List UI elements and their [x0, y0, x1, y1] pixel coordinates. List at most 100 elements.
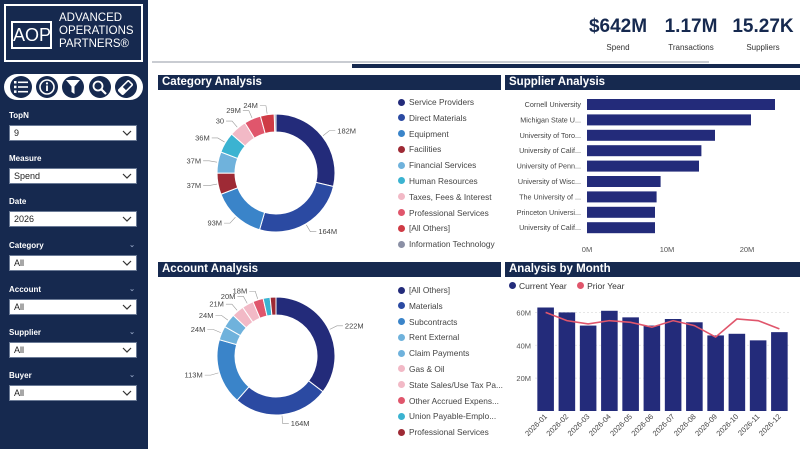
legend-item[interactable]: [All Others] — [398, 283, 503, 299]
leader-line — [204, 372, 219, 376]
data-label: 18M — [233, 287, 248, 296]
legend-item[interactable]: Gas & Oil — [398, 362, 503, 378]
kpi-spend: $642M Spend — [588, 16, 648, 52]
bar[interactable] — [587, 129, 715, 141]
x-tick-label: 2026-03 — [566, 412, 592, 438]
month-combo-chart: 20M40M60M2026-012026-022026-032026-04202… — [516, 307, 790, 438]
account-dropdown[interactable]: All — [9, 299, 137, 315]
legend-label: State Sales/Use Tax Pa... — [409, 379, 503, 390]
chevron-down-icon: ⌄ — [129, 286, 135, 293]
legend-item[interactable]: Service Providers — [398, 95, 495, 111]
data-label: 222M — [345, 321, 364, 330]
supplier-bar-chart: Cornell University Michigan State U... Uni… — [517, 99, 775, 254]
donut-slice[interactable] — [236, 380, 324, 416]
filter-icon[interactable] — [62, 76, 85, 98]
donut-slice[interactable] — [269, 296, 277, 316]
legend-item[interactable]: Professional Services — [398, 206, 495, 222]
category-label: University of Calif... — [519, 223, 581, 232]
supplier-dropdown[interactable]: All — [9, 342, 137, 358]
bar[interactable] — [587, 99, 775, 110]
bar[interactable] — [664, 319, 682, 411]
bar[interactable] — [587, 191, 657, 203]
donut-slice[interactable] — [275, 113, 336, 188]
legend-item[interactable]: Information Technology — [398, 237, 495, 253]
bar[interactable] — [749, 340, 767, 411]
legend-item[interactable]: Facilities — [398, 142, 495, 158]
chevron-down-icon — [122, 260, 132, 266]
slicer-topn: TopN 9 — [9, 110, 137, 141]
bar[interactable] — [587, 160, 699, 172]
eraser-icon[interactable] — [114, 76, 137, 98]
divider — [152, 61, 709, 63]
donut-slice[interactable] — [273, 113, 277, 133]
bar[interactable] — [728, 333, 746, 411]
legend-label: Rent External — [409, 332, 460, 343]
legend-label: Claim Payments — [409, 348, 470, 359]
chevron-down-icon: ⌄ — [129, 372, 135, 379]
bar[interactable] — [587, 222, 655, 234]
legend-item[interactable]: Claim Payments — [398, 346, 503, 362]
legend-label: Gas & Oil — [409, 363, 445, 374]
leader-line — [203, 183, 218, 186]
legend-item[interactable]: Direct Materials — [398, 111, 495, 127]
donut-slice[interactable] — [216, 339, 250, 402]
bar[interactable] — [587, 145, 702, 157]
topn-dropdown[interactable]: 9 — [9, 125, 137, 141]
data-label: 93M — [207, 219, 222, 228]
legend-swatch — [398, 302, 405, 310]
legend-item[interactable]: Equipment — [398, 127, 495, 143]
legend-item[interactable]: Professional Services — [398, 425, 503, 441]
legend-label: Facilities — [409, 144, 442, 155]
bar[interactable] — [537, 307, 554, 412]
list-icon[interactable] — [10, 76, 33, 98]
data-label: 182M — [337, 126, 356, 135]
legend-item[interactable]: Subcontracts — [398, 315, 503, 331]
bar[interactable] — [601, 310, 618, 411]
prior-year-line — [545, 311, 780, 339]
search-icon[interactable] — [88, 76, 111, 98]
legend-item[interactable]: Financial Services — [398, 158, 495, 174]
donut-slice[interactable] — [275, 296, 336, 393]
category-dropdown[interactable]: All — [9, 255, 137, 271]
bar[interactable] — [771, 332, 788, 411]
measure-dropdown[interactable]: Spend — [9, 168, 137, 184]
bar[interactable] — [558, 312, 576, 411]
legend-item[interactable]: Other Accrued Expens... — [398, 394, 503, 410]
bar[interactable] — [707, 335, 724, 411]
category-label: Michigan State U... — [520, 115, 581, 124]
leader-line — [259, 105, 268, 114]
legend-label: [All Others] — [409, 285, 451, 295]
info-icon[interactable] — [36, 76, 59, 98]
legend-item[interactable]: Human Resources — [398, 174, 495, 190]
buyer-dropdown[interactable]: All — [9, 385, 137, 401]
chevron-down-icon — [122, 216, 132, 222]
bar[interactable] — [622, 317, 639, 411]
data-label: 37M — [187, 156, 202, 165]
legend-item[interactable]: Taxes, Fees & Interest — [398, 190, 495, 206]
bar[interactable] — [643, 325, 661, 411]
bar[interactable] — [579, 325, 597, 411]
donut-slice[interactable] — [258, 181, 335, 233]
date-dropdown[interactable]: 2026 — [9, 211, 137, 227]
bar[interactable] — [587, 206, 655, 218]
bar[interactable] — [587, 176, 661, 187]
legend-item[interactable]: State Sales/Use Tax Pa... — [398, 378, 503, 394]
slicer-category: Category ⌄ All — [9, 240, 137, 271]
bar[interactable] — [587, 114, 751, 126]
account-panel-title: Account Analysis — [158, 262, 501, 277]
leader-line — [249, 290, 258, 299]
supplier-panel-title: Supplier Analysis — [505, 75, 800, 90]
leader-line — [203, 160, 218, 163]
legend-item[interactable]: Rent External — [398, 330, 503, 346]
bar[interactable] — [686, 322, 703, 411]
chevron-down-icon — [122, 347, 132, 353]
legend-item[interactable]: Union Payable-Emplo... — [398, 409, 503, 425]
legend-swatch — [398, 224, 405, 232]
legend-item[interactable]: Materials — [398, 299, 503, 315]
x-tick-label: 0M — [582, 245, 592, 254]
legend-item[interactable]: [All Others] — [398, 221, 495, 237]
legend-swatch — [398, 114, 405, 122]
legend-label: Direct Materials — [409, 112, 467, 123]
